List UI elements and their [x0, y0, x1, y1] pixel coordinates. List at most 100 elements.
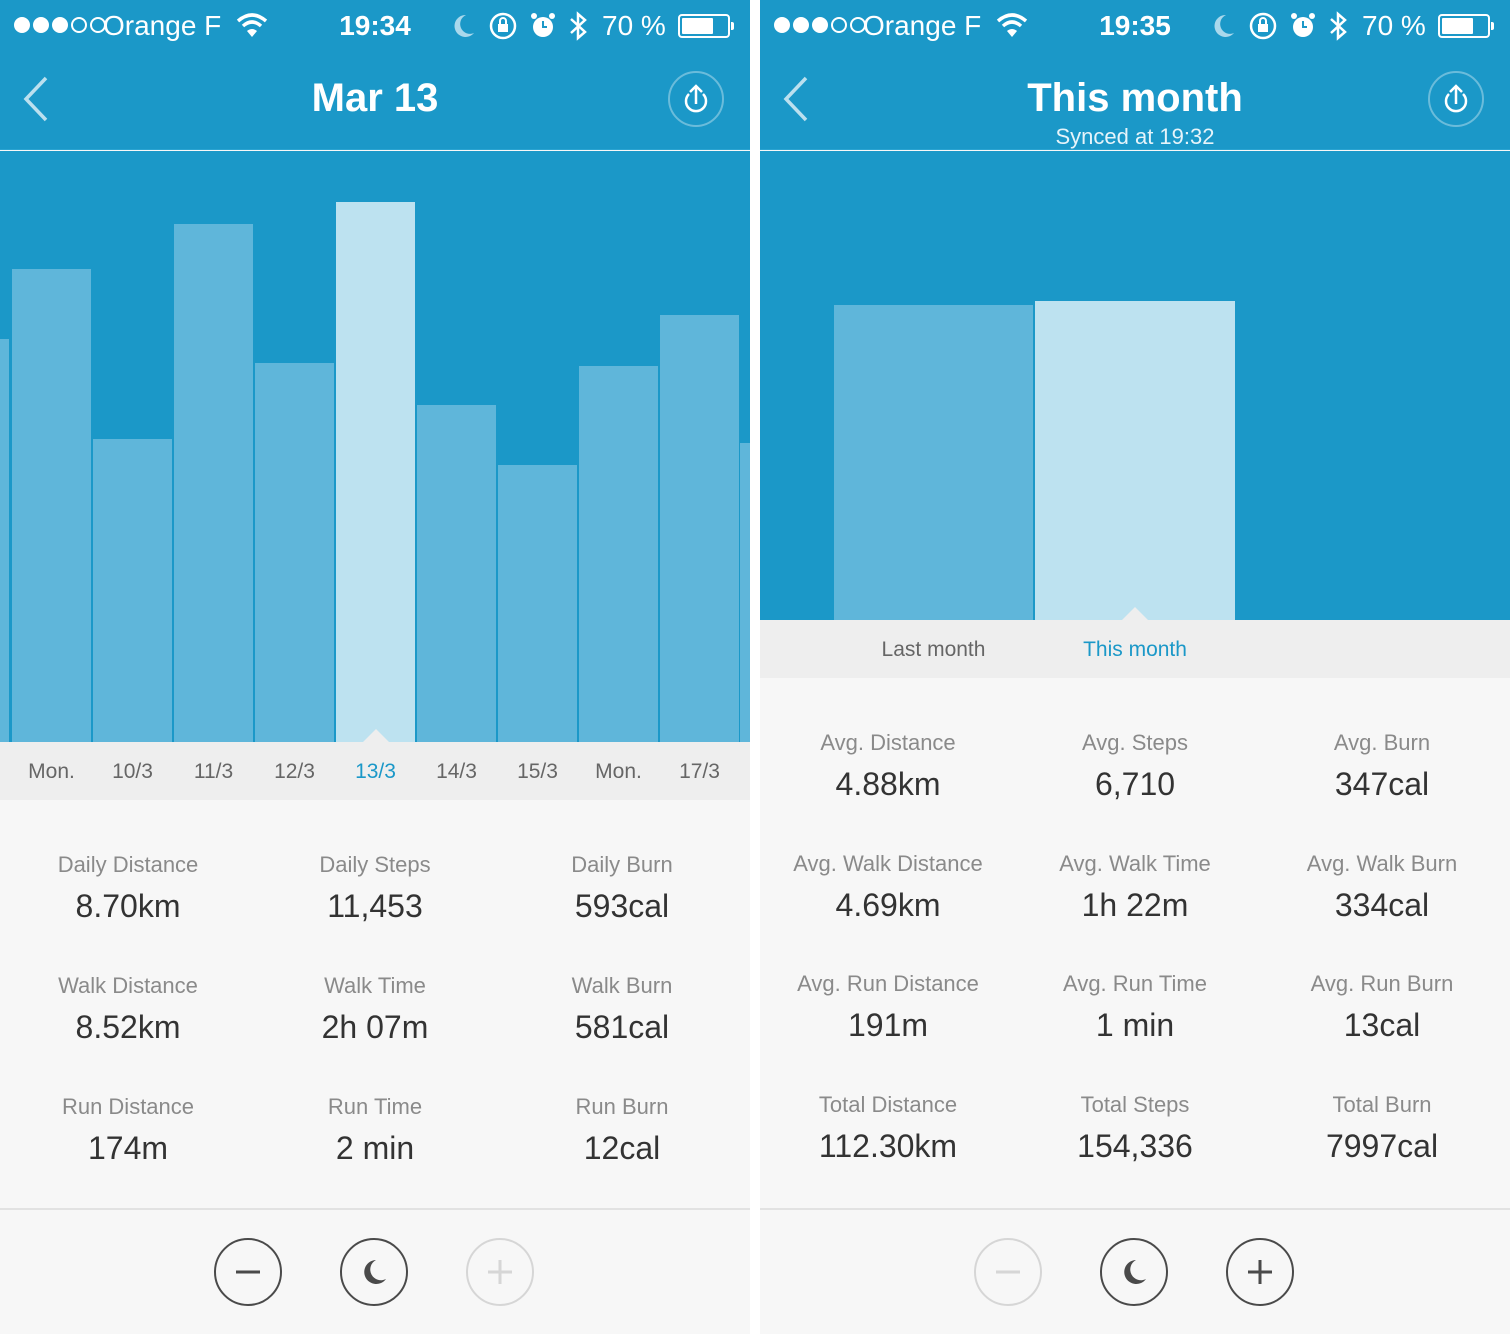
status-time: 19:34: [339, 10, 411, 41]
stat-value: 347cal: [1334, 766, 1430, 802]
back-chevron-icon[interactable]: [778, 74, 818, 124]
zoom-out-button[interactable]: [974, 1238, 1042, 1306]
rotation-lock-icon: [489, 12, 517, 40]
monthly-stats-grid: Avg. Distance 4.88km Avg. Steps 6,710 Avg. B…: [760, 678, 1510, 1208]
stat-value: 154,336: [1077, 1127, 1193, 1164]
bar-mon--8[interactable]: [579, 366, 658, 742]
battery-percent: 70 %: [602, 10, 666, 41]
chart-day-label-6[interactable]: 14/3: [436, 760, 477, 783]
bar-edge-10[interactable]: [740, 443, 750, 742]
chart-day-label-4[interactable]: 12/3: [274, 760, 315, 783]
sync-status: Synced at 19:32: [1055, 124, 1215, 149]
stat-value: 1 min: [1095, 1007, 1175, 1043]
stat-walk-time: Walk Time 2h 07m: [250, 973, 500, 1046]
back-chevron-icon[interactable]: [18, 74, 58, 124]
bar-12-3-4[interactable]: [255, 363, 334, 742]
carrier-name: Orange F: [863, 10, 982, 41]
stat-avg-run-distance: Avg. Run Distance 191m: [763, 971, 1013, 1044]
stat-label: Run Time: [327, 1094, 423, 1119]
monthly-screen: Orange F 19:35 70 %: [760, 0, 1510, 1334]
battery-icon: [677, 14, 734, 38]
bottom-toolbar: [0, 1208, 750, 1334]
stat-daily-burn: Daily Burn 593cal: [497, 852, 747, 925]
stat-value: 12cal: [583, 1130, 661, 1166]
bottom-toolbar: [760, 1208, 1510, 1334]
chart-day-label-8[interactable]: Mon.: [595, 760, 642, 783]
bar-11-3-3[interactable]: [174, 224, 253, 742]
moon-icon: [454, 14, 474, 37]
stat-label: Walk Time: [324, 973, 426, 998]
stat-label: Avg. Run Time: [1063, 971, 1207, 996]
bar-15-3-7[interactable]: [498, 465, 577, 742]
monthly-bar-chart: [760, 151, 1510, 620]
stat-value: 112.30km: [818, 1127, 958, 1164]
chart-day-label-1[interactable]: Mon.: [28, 760, 75, 783]
bar-14-3-6[interactable]: [417, 405, 496, 742]
stat-avg-walk-burn: Avg. Walk Burn 334cal: [1257, 851, 1507, 924]
stat-label: Total Burn: [1332, 1091, 1432, 1117]
plus-icon: [1248, 1260, 1272, 1284]
stat-label: Total Distance: [818, 1091, 958, 1117]
nav-header: This month Synced at 19:32: [760, 52, 1510, 150]
stat-value: 1h 22m: [1081, 886, 1189, 923]
carrier-name: Orange F: [103, 10, 222, 41]
share-upload-icon: [684, 84, 708, 113]
stat-run-burn: Run Burn 12cal: [497, 1094, 747, 1167]
stat-label: Daily Burn: [571, 852, 673, 877]
stat-value: 4.69km: [835, 886, 941, 923]
stat-value: 2 min: [335, 1130, 415, 1166]
bar-10-3-2[interactable]: [93, 439, 172, 742]
daily-screen: Orange F 19:34 70 %: [0, 0, 750, 1334]
bar-mon--1[interactable]: [12, 269, 91, 742]
stat-total-burn: Total Burn 7997cal: [1257, 1092, 1507, 1165]
signal-strength-icon: [774, 17, 866, 33]
chart-month-label-1[interactable]: This month: [1083, 638, 1187, 661]
zoom-out-button[interactable]: [214, 1238, 282, 1306]
page-title: Mar 13: [311, 76, 439, 120]
minus-icon: [236, 1270, 260, 1274]
share-button[interactable]: [668, 71, 724, 127]
stat-value: 7997cal: [1325, 1127, 1439, 1164]
wifi-icon: [996, 13, 1028, 37]
chart-day-label-9[interactable]: 17/3: [679, 760, 720, 783]
bar-this-month-1[interactable]: [1035, 301, 1235, 620]
stat-total-distance: Total Distance 112.30km: [763, 1092, 1013, 1165]
stat-daily-distance: Daily Distance 8.70km: [3, 852, 253, 925]
bar-13-3-5[interactable]: [336, 202, 415, 742]
rotation-lock-icon: [1249, 12, 1277, 40]
bluetooth-icon: [1330, 11, 1347, 41]
sleep-button[interactable]: [1100, 1238, 1168, 1306]
stat-label: Run Burn: [575, 1094, 669, 1119]
chart-month-label-0[interactable]: Last month: [881, 638, 986, 661]
share-upload-icon: [1444, 84, 1468, 113]
chart-day-label-3[interactable]: 11/3: [193, 760, 234, 783]
chart-day-label-2[interactable]: 10/3: [112, 760, 153, 783]
sleep-button[interactable]: [340, 1238, 408, 1306]
stat-label: Avg. Steps: [1082, 730, 1188, 755]
bar-edge-0[interactable]: [0, 339, 9, 742]
daily-bar-chart: [0, 151, 750, 742]
stat-label: Walk Distance: [58, 973, 198, 998]
stat-value: 334cal: [1334, 886, 1430, 923]
stat-value: 13cal: [1343, 1007, 1421, 1043]
bar-last-month-0[interactable]: [834, 305, 1033, 620]
zoom-in-button[interactable]: [1226, 1238, 1294, 1306]
zoom-in-button[interactable]: [466, 1238, 534, 1306]
stat-label: Daily Steps: [319, 852, 431, 877]
alarm-icon: [1291, 13, 1315, 37]
nav-header: Mar 13: [0, 52, 750, 150]
stat-value: 11,453: [327, 888, 423, 924]
chart-day-label-7[interactable]: 15/3: [517, 760, 558, 783]
battery-icon: [1437, 14, 1494, 38]
chart-day-label-5[interactable]: 13/3: [355, 760, 396, 783]
stat-label: Avg. Burn: [1333, 730, 1431, 755]
stat-value: 8.70km: [75, 888, 181, 924]
alarm-icon: [531, 13, 555, 37]
stat-label: Total Steps: [1080, 1091, 1190, 1117]
stat-avg-walk-time: Avg. Walk Time 1h 22m: [1010, 851, 1260, 924]
stat-run-distance: Run Distance 174m: [3, 1094, 253, 1167]
bar-17-3-9[interactable]: [660, 315, 739, 742]
share-button[interactable]: [1428, 71, 1484, 127]
stat-total-steps: Total Steps 154,336: [1010, 1092, 1260, 1165]
stat-value: 2h 07m: [321, 1009, 429, 1045]
